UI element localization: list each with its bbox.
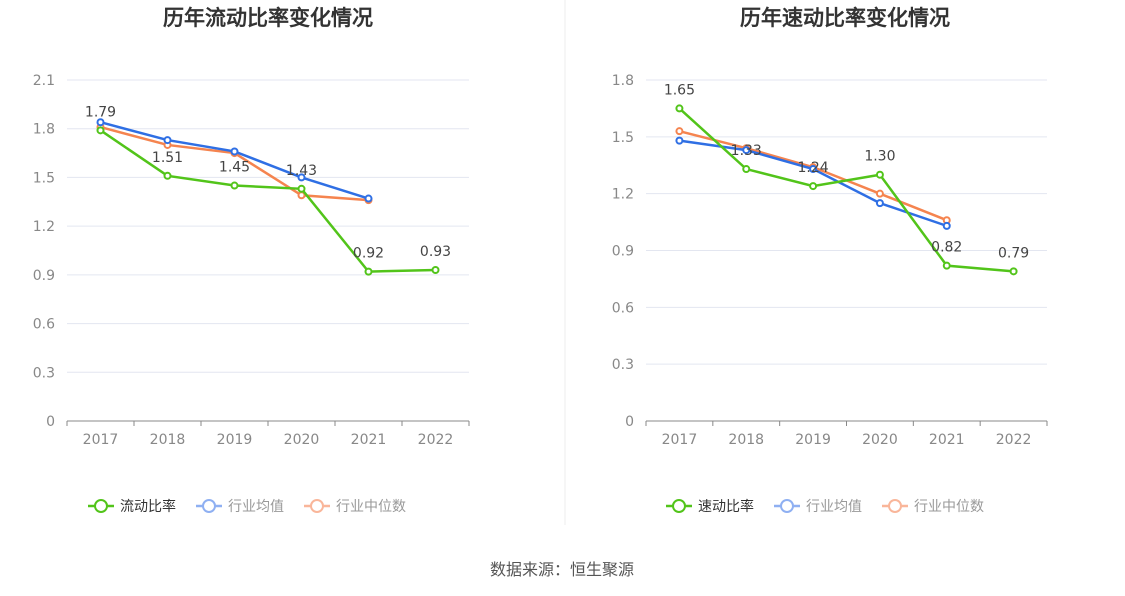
data-point	[364, 194, 373, 203]
x-tick-label: 2021	[351, 432, 387, 448]
legend-item: 流动比率	[120, 498, 176, 515]
data-point	[230, 181, 239, 190]
y-tick-label: 0	[46, 414, 55, 430]
data-point	[230, 147, 239, 156]
source-text: 数据来源：恒生聚源	[490, 560, 634, 579]
data-point	[1009, 267, 1018, 276]
y-tick-label: 2.1	[33, 73, 55, 89]
data-label: 1.79	[85, 104, 116, 120]
y-tick-label: 1.5	[612, 130, 634, 146]
data-point	[809, 165, 818, 174]
data-point	[163, 136, 172, 145]
x-tick-label: 2022	[418, 432, 454, 448]
x-tick-label: 2018	[728, 432, 764, 448]
data-label: 1.33	[731, 143, 762, 159]
legend-item: 速动比率	[698, 498, 754, 515]
x-tick-label: 2020	[284, 432, 320, 448]
data-point	[742, 146, 751, 155]
x-tick-label: 2022	[996, 432, 1032, 448]
y-tick-label: 0.3	[33, 365, 55, 381]
data-point	[163, 171, 172, 180]
legend-item: 行业均值	[806, 499, 862, 515]
data-point	[675, 127, 684, 136]
chart-title: 历年流动比率变化情况	[163, 6, 373, 30]
series-line-0	[678, 107, 1014, 273]
data-label: 0.92	[353, 246, 384, 262]
legend-marker	[780, 499, 794, 513]
data-point	[809, 182, 818, 191]
data-point	[875, 170, 884, 179]
series-line-0	[99, 129, 436, 273]
x-tick-label: 2018	[150, 432, 186, 448]
data-point	[96, 118, 105, 127]
y-tick-label: 0.6	[33, 317, 55, 333]
data-point	[96, 126, 105, 135]
data-point	[875, 199, 884, 208]
data-point	[297, 184, 306, 193]
legend-marker	[672, 499, 686, 513]
data-point	[364, 267, 373, 276]
y-tick-label: 1.2	[612, 187, 634, 203]
x-tick-label: 2017	[662, 432, 698, 448]
legend-marker	[888, 499, 902, 513]
legend-item: 行业中位数	[914, 499, 984, 515]
data-point	[742, 165, 751, 174]
data-point	[875, 189, 884, 198]
data-label: 1.30	[864, 149, 895, 165]
legend-item: 行业中位数	[336, 499, 406, 515]
data-label: 0.93	[420, 244, 451, 260]
legend-item: 行业均值	[228, 499, 284, 515]
data-label: 0.82	[931, 240, 962, 256]
y-tick-label: 0	[625, 414, 634, 430]
legend-marker	[94, 499, 108, 513]
y-tick-label: 0.3	[612, 357, 634, 373]
y-tick-label: 0.9	[612, 244, 634, 260]
x-tick-label: 2019	[795, 432, 831, 448]
data-point	[431, 265, 440, 274]
data-label: 0.79	[998, 245, 1029, 261]
data-point	[675, 104, 684, 113]
y-tick-label: 1.8	[33, 122, 55, 138]
x-tick-label: 2021	[929, 432, 965, 448]
y-tick-label: 0.9	[33, 268, 55, 284]
data-point	[675, 136, 684, 145]
data-point	[942, 261, 951, 270]
y-tick-label: 1.5	[33, 170, 55, 186]
legend-marker	[202, 499, 216, 513]
data-label: 1.51	[152, 150, 183, 166]
x-tick-label: 2020	[862, 432, 898, 448]
x-tick-label: 2017	[83, 432, 119, 448]
data-point	[297, 173, 306, 182]
chart-title: 历年速动比率变化情况	[740, 6, 950, 30]
y-tick-label: 1.8	[612, 73, 634, 89]
x-tick-label: 2019	[217, 432, 253, 448]
data-label: 1.24	[797, 160, 828, 176]
data-label: 1.45	[219, 160, 250, 176]
legend-marker	[310, 499, 324, 513]
data-label: 1.43	[286, 163, 317, 179]
y-tick-label: 0.6	[612, 300, 634, 316]
data-point	[942, 221, 951, 230]
data-label: 1.65	[664, 82, 695, 98]
y-tick-label: 1.2	[33, 219, 55, 235]
